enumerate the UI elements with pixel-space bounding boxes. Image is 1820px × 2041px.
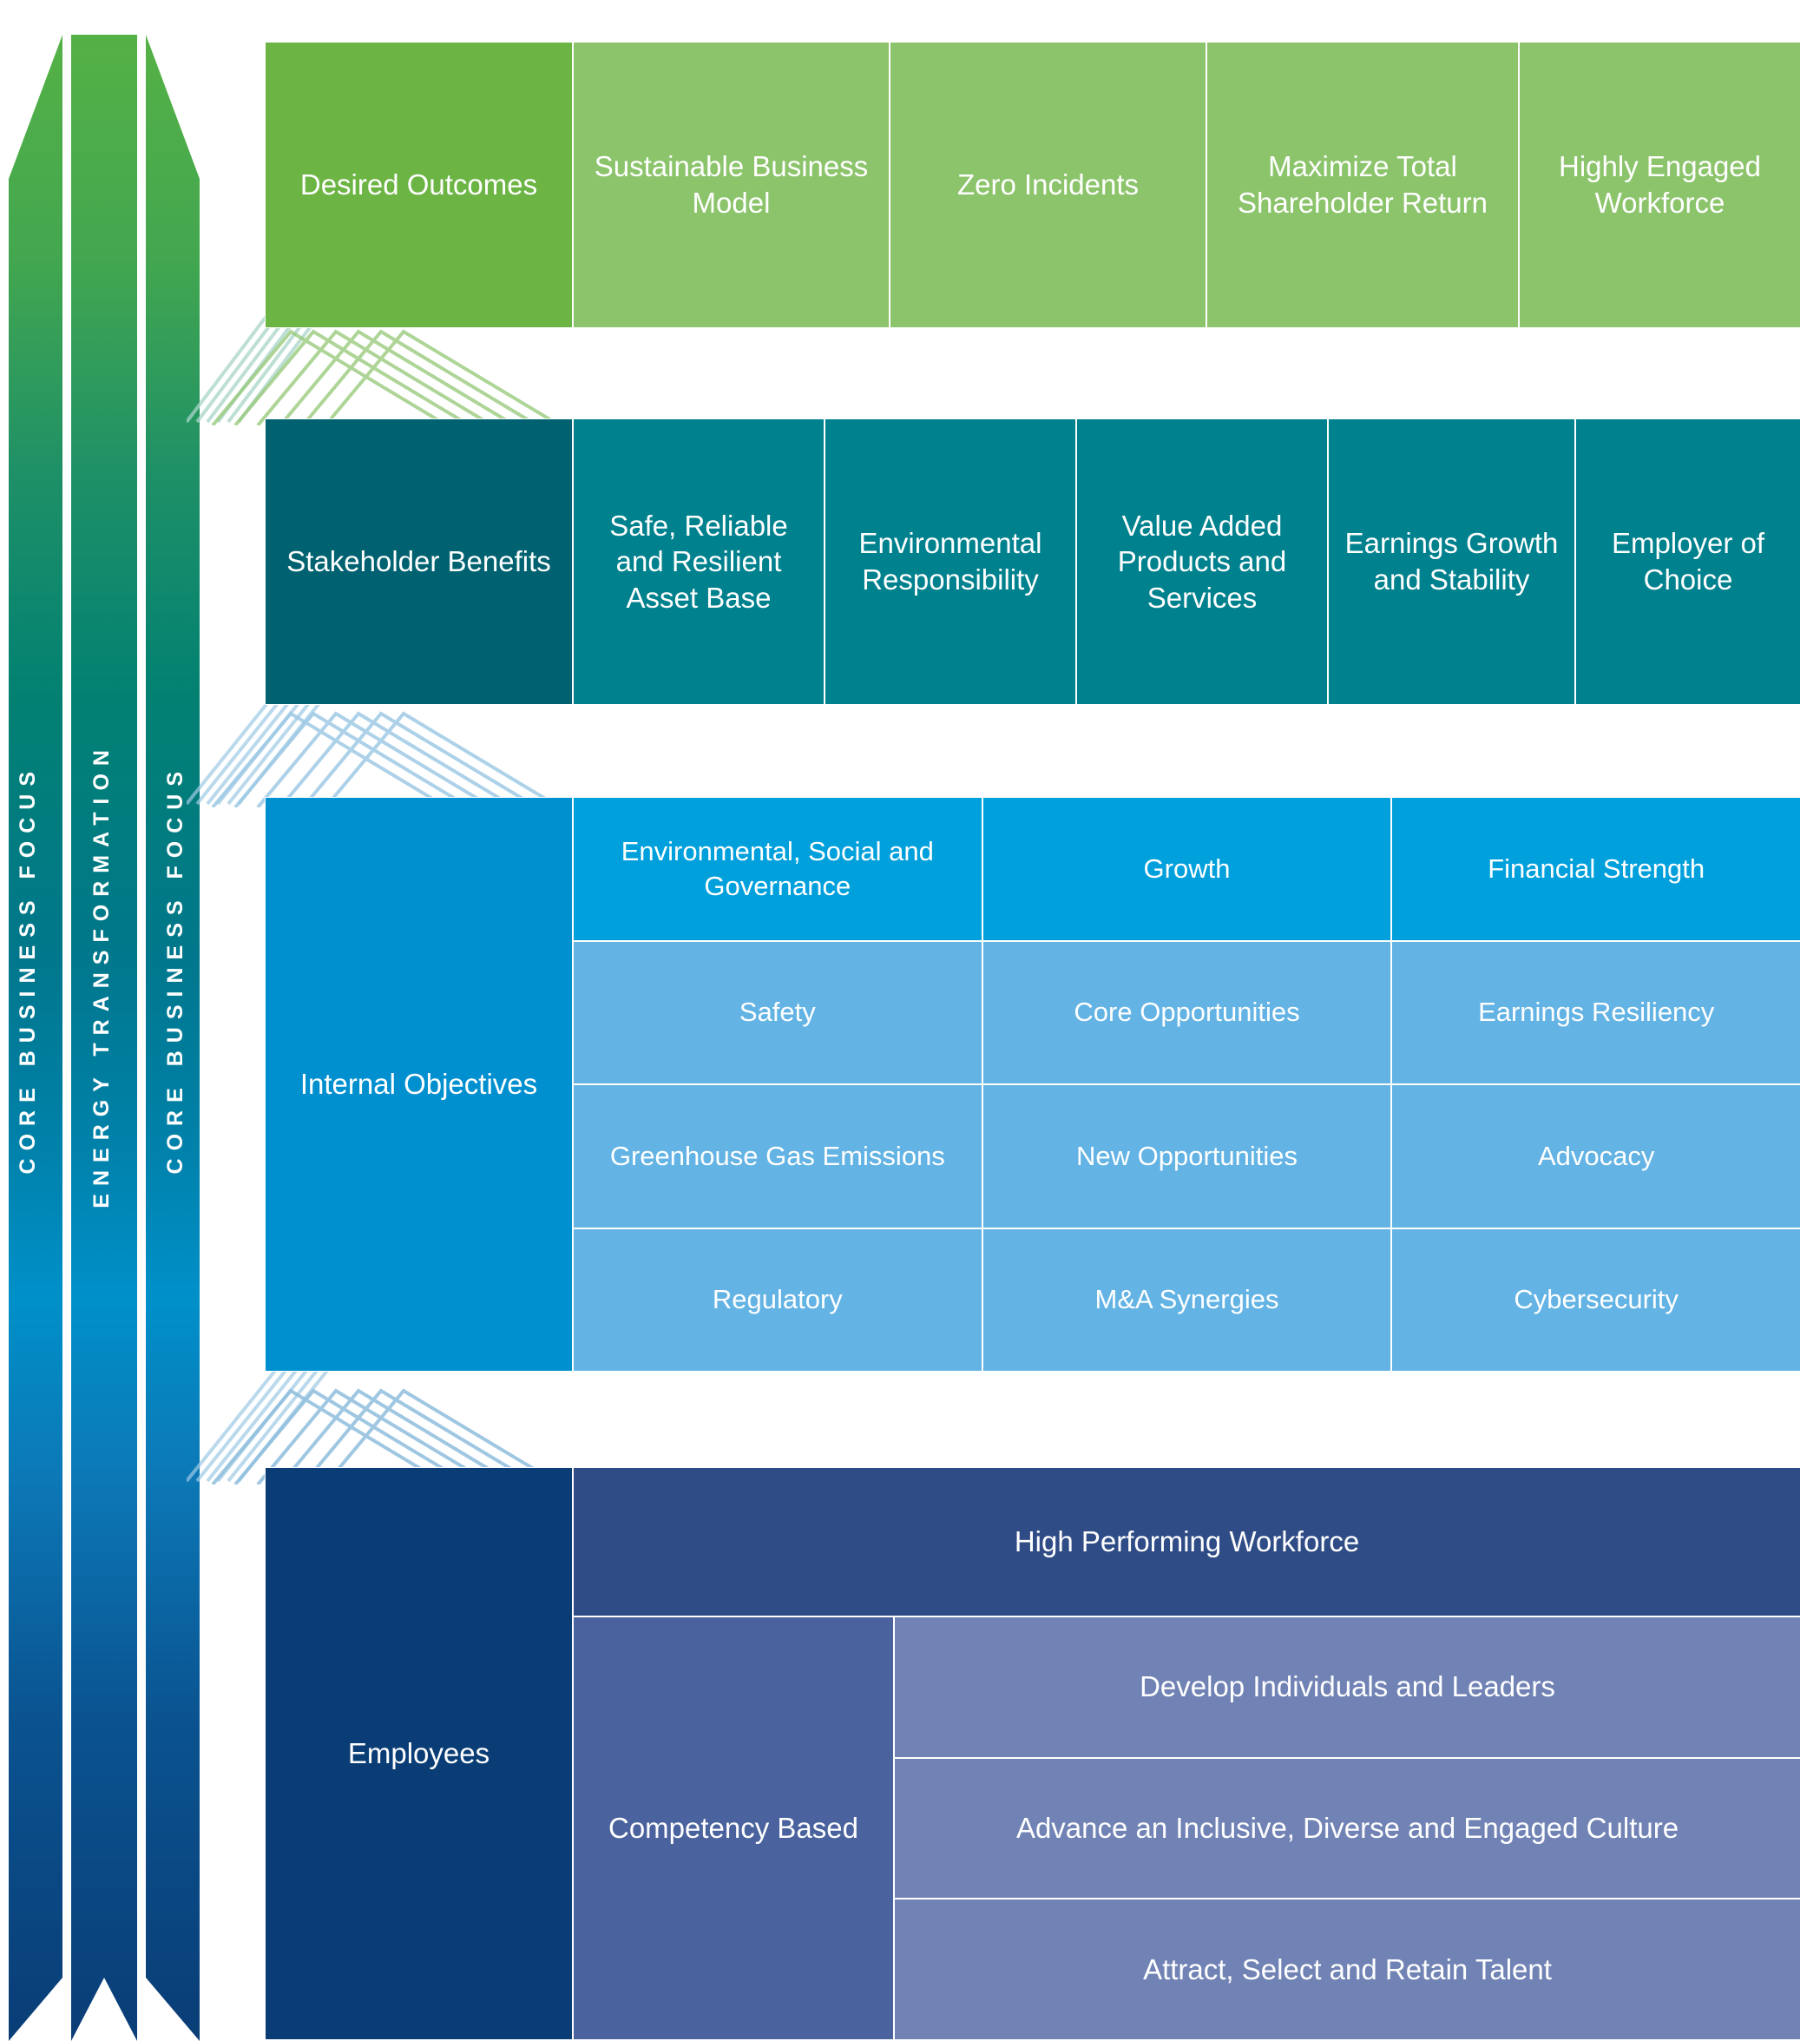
vertical-arrow-band: CORE BUSINESS FOCUS ENERGY TRANSFORMATIO… (0, 0, 208, 2041)
objective-cell-advocacy: Advocacy (1391, 1084, 1802, 1228)
competency-item-advance-inclusive-diverse-engaged-culture: Advance an Inclusive, Diverse and Engage… (894, 1757, 1801, 1899)
arrow-left-shape (9, 35, 62, 2041)
objective-cell-new-opportunities: New Opportunities (982, 1084, 1392, 1228)
objective-header-growth: Growth (982, 797, 1392, 941)
objective-cell-regulatory: Regulatory (573, 1228, 982, 1372)
outcome-cell-maximize-total-shareholder-return: Maximize Total Shareholder Return (1206, 42, 1519, 328)
row-stakeholder-benefits: Stakeholder Benefits Safe, Reliable and … (265, 418, 1801, 705)
objective-cell-core-opportunities: Core Opportunities (982, 940, 1392, 1084)
competency-item-attract-select-retain-talent: Attract, Select and Retain Talent (894, 1899, 1801, 2041)
employees-competency-section: Competency Based Develop Individuals and… (573, 1616, 1801, 2041)
objective-cell-ma-synergies: M&A Synergies (982, 1228, 1392, 1372)
objective-cell-greenhouse-gas-emissions: Greenhouse Gas Emissions (573, 1084, 982, 1228)
outcome-cell-zero-incidents: Zero Incidents (890, 42, 1206, 328)
benefit-cell-environmental-responsibility: Environmental Responsibility (825, 418, 1076, 705)
objectives-row-2: Greenhouse Gas Emissions New Opportuniti… (573, 1084, 1802, 1228)
row-employees: Employees High Performing Workforce Comp… (265, 1467, 1801, 2041)
objective-cell-safety: Safety (573, 940, 982, 1084)
row-key-desired-outcomes: Desired Outcomes (265, 42, 573, 328)
objective-cell-cybersecurity: Cybersecurity (1391, 1228, 1802, 1372)
row-key-internal-objectives: Internal Objectives (265, 797, 573, 1372)
objectives-row-3: Regulatory M&A Synergies Cybersecurity (573, 1228, 1802, 1372)
arrow-middle-shape (71, 35, 137, 2041)
objective-header-financial-strength: Financial Strength (1391, 797, 1802, 941)
objectives-header-row: Environmental, Social and Governance Gro… (573, 797, 1802, 941)
competency-items-list: Develop Individuals and Leaders Advance … (894, 1616, 1801, 2041)
arrow-right-shape (146, 35, 200, 2041)
competency-item-develop-individuals-and-leaders: Develop Individuals and Leaders (894, 1616, 1801, 1758)
employees-content: High Performing Workforce Competency Bas… (573, 1467, 1801, 2041)
benefit-cell-earnings-growth-and-stability: Earnings Growth and Stability (1328, 418, 1575, 705)
benefit-cell-employer-of-choice: Employer of Choice (1575, 418, 1801, 705)
objectives-row-1: Safety Core Opportunities Earnings Resil… (573, 940, 1802, 1084)
row-internal-objectives: Internal Objectives Environmental, Socia… (265, 797, 1802, 1372)
internal-objectives-grid: Environmental, Social and Governance Gro… (573, 797, 1802, 1372)
benefit-cell-value-added-products-and-services: Value Added Products and Services (1076, 418, 1328, 705)
outcome-cell-highly-engaged-workforce: Highly Engaged Workforce (1519, 42, 1801, 328)
row-key-employees: Employees (265, 1467, 573, 2040)
row-desired-outcomes: Desired Outcomes Sustainable Business Mo… (265, 42, 1801, 328)
objective-header-environmental-social-governance: Environmental, Social and Governance (573, 797, 982, 941)
competency-based-key: Competency Based (573, 1616, 894, 2040)
benefit-cell-safe-reliable-resilient-asset-base: Safe, Reliable and Resilient Asset Base (573, 418, 825, 705)
employees-banner-high-performing-workforce: High Performing Workforce (573, 1467, 1801, 1616)
outcome-cell-sustainable-business-model: Sustainable Business Model (573, 42, 890, 328)
objective-cell-earnings-resiliency: Earnings Resiliency (1391, 940, 1802, 1084)
row-key-stakeholder-benefits: Stakeholder Benefits (265, 418, 573, 705)
